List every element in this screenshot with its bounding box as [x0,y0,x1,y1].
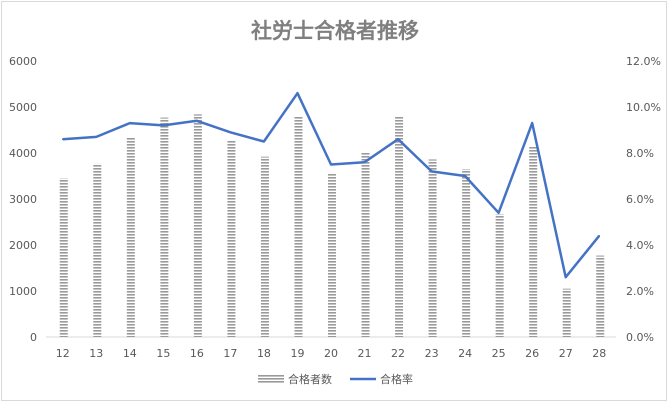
legend: 合格者数 合格率 [258,372,413,386]
x-tick-label: 19 [290,347,304,360]
legend-label-bar: 合格者数 [288,372,332,386]
bar [328,172,336,337]
x-tick-label: 24 [458,347,472,360]
y-left-tick-label: 1000 [9,285,37,298]
rate-point [61,138,64,140]
rate-point [464,175,466,177]
bar [193,114,202,337]
bar [395,116,404,337]
rate-point [263,140,265,143]
bar [596,255,605,337]
y-left-tick-label: 6000 [9,55,37,68]
rate-point [564,276,567,279]
legend-label-line: 合格率 [380,372,413,386]
rate-point [296,92,299,94]
rate-point [397,138,399,140]
bar [227,140,236,337]
rate-point [129,122,131,124]
bar [160,117,169,337]
y-right-tick-label: 12.0% [626,55,661,68]
x-tick-label: 18 [257,347,271,360]
y-right-tick-label: 8.0% [626,147,654,160]
x-tick-label: 14 [123,347,137,360]
bar [428,159,437,337]
x-tick-label: 12 [56,347,70,360]
x-tick-label: 15 [156,347,170,360]
bar [294,116,303,337]
bar [59,178,68,337]
bar [361,153,370,337]
y-right-tick-label: 6.0% [626,193,654,206]
x-tick-label: 23 [425,347,439,360]
y-left-tick-label: 4000 [9,147,37,160]
bar [126,137,135,337]
x-tick-label: 16 [190,347,204,360]
y-left-tick-label: 2000 [9,239,37,252]
x-tick-label: 26 [525,347,539,360]
bar [529,146,538,337]
rate-point [162,124,165,127]
rate-point [363,161,366,163]
x-tick-label: 13 [89,347,103,360]
y-right-tick-label: 4.0% [626,239,654,252]
y-right-tick-label: 0.0% [626,331,654,344]
y-left-tick-label: 3000 [9,193,37,206]
x-tick-label: 27 [559,347,573,360]
x-tick-label: 22 [391,347,405,360]
bar [562,288,571,337]
bar [462,169,471,337]
y-left-tick-label: 5000 [9,101,37,114]
x-tick-label: 28 [592,347,606,360]
rate-point [497,212,500,214]
rate-point [196,120,198,122]
rate-point [598,235,601,237]
x-tick-label: 20 [324,347,338,360]
chart-title: 社労士合格者推移 [250,19,419,43]
bar [93,163,102,337]
plot-area: 0 1000 2000 3000 4000 5000 6000 0.0% 2.0% 4.0% 6.0… [9,55,661,360]
x-tick-label: 25 [492,347,506,360]
x-tick-label: 17 [223,347,237,360]
rate-point [531,122,533,124]
x-tick-label: 21 [358,347,372,360]
bar [495,214,504,337]
rate-point [430,170,433,173]
rate-point [229,131,232,134]
bar [260,156,269,337]
y-right-tick-label: 10.0% [626,101,661,114]
y-right-tick-label: 2.0% [626,285,654,298]
legend-swatch-bar [258,375,284,383]
rate-point [95,136,98,138]
y-left-tick-label: 0 [30,331,37,344]
rate-point [330,163,332,166]
